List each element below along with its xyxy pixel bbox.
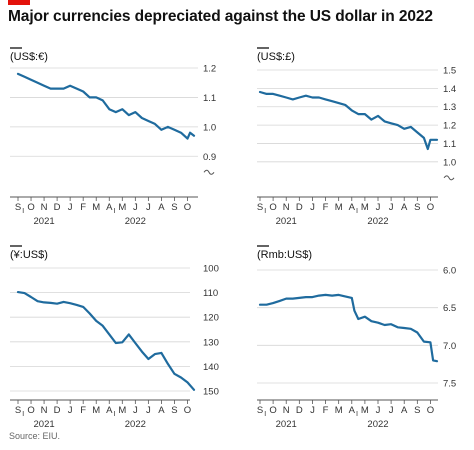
axis-break-icon [443, 175, 455, 181]
series-line [258, 293, 439, 363]
year-label: 2021 [34, 216, 55, 227]
series-line [258, 90, 439, 151]
x-tick-label: J [68, 202, 73, 213]
x-tick-label: M [92, 202, 100, 213]
y-tick-label: 110 [203, 288, 218, 299]
x-tick-label: M [335, 202, 343, 213]
x-tick-label: M [118, 202, 126, 213]
year-label: 2021 [34, 419, 55, 430]
page-title: Major currencies depreciated against the… [8, 8, 433, 25]
x-tick-label: J [146, 202, 151, 213]
year-label: 2022 [125, 419, 146, 430]
y-tick-label: 1.2 [443, 121, 456, 132]
y-tick-label: 1.1 [203, 93, 216, 104]
x-tick-label: J [376, 405, 381, 416]
y-tick-label: 1.1 [443, 139, 456, 150]
x-tick-label: S [15, 202, 21, 213]
panel-title: (US$:€) [10, 51, 48, 63]
x-tick-label: A [158, 202, 165, 213]
x-tick-label: D [296, 202, 303, 213]
x-tick-label: M [118, 405, 126, 416]
x-tick-label: O [27, 405, 34, 416]
x-tick-label: A [401, 405, 408, 416]
x-tick-label: N [283, 202, 290, 213]
x-tick-label: J [389, 405, 394, 416]
y-tick-label: 120 [203, 313, 219, 324]
x-tick-label: F [323, 405, 329, 416]
x-tick-label: O [427, 202, 434, 213]
y-tick-label: 1.4 [443, 84, 456, 95]
y-tick-label: 6.5 [443, 303, 456, 314]
x-tick-label: N [41, 405, 48, 416]
x-tick-label: A [349, 202, 356, 213]
x-tick-label: O [269, 202, 276, 213]
x-tick-label: O [27, 202, 34, 213]
y-tick-label: 0.9 [203, 152, 216, 163]
y-tick-label: 1.2 [203, 64, 216, 75]
x-tick-label: S [171, 202, 177, 213]
x-tick-label: N [283, 405, 290, 416]
y-tick-label: 1.0 [443, 157, 456, 168]
y-tick-label: 100 [203, 264, 219, 275]
axis-break-icon [203, 169, 215, 175]
x-tick-label: S [257, 405, 263, 416]
x-tick-label: J [310, 405, 315, 416]
year-label: 2022 [367, 419, 388, 430]
series-line [16, 291, 196, 391]
y-tick-label: 7.5 [443, 379, 456, 390]
year-label: 2022 [125, 216, 146, 227]
year-label: 2021 [276, 419, 297, 430]
x-tick-label: J [68, 405, 73, 416]
x-tick-label: J [376, 202, 381, 213]
x-tick-label: O [184, 405, 191, 416]
x-tick-label: A [106, 202, 113, 213]
x-tick-label: J [146, 405, 151, 416]
x-tick-label: J [389, 202, 394, 213]
source-note: Source: EIU. [9, 431, 61, 441]
x-tick-label: S [414, 405, 420, 416]
panel-title: (US$:£) [257, 51, 295, 63]
x-tick-label: A [106, 405, 113, 416]
x-tick-label: D [54, 202, 61, 213]
x-tick-label: O [269, 405, 276, 416]
x-tick-label: F [323, 202, 329, 213]
x-tick-label: A [158, 405, 165, 416]
y-tick-label: 6.0 [443, 266, 456, 277]
x-tick-label: S [171, 405, 177, 416]
x-tick-label: A [401, 202, 408, 213]
year-label: 2022 [367, 216, 388, 227]
y-tick-label: 140 [203, 362, 219, 373]
x-tick-label: F [80, 405, 86, 416]
y-tick-label: 7.0 [443, 341, 456, 352]
x-tick-label: M [361, 405, 369, 416]
x-tick-label: S [414, 202, 420, 213]
x-tick-label: J [133, 405, 138, 416]
panel-title: (¥:US$) [10, 249, 48, 261]
x-tick-label: A [349, 405, 356, 416]
panel-title: (Rmb:US$) [257, 249, 312, 261]
x-tick-label: N [41, 202, 48, 213]
y-tick-label: 1.0 [203, 122, 216, 133]
x-tick-label: M [361, 202, 369, 213]
y-tick-label: 130 [203, 337, 219, 348]
x-tick-label: J [310, 202, 315, 213]
x-tick-label: F [80, 202, 86, 213]
x-tick-label: M [92, 405, 100, 416]
brand-red-mark [8, 0, 30, 5]
x-tick-label: S [15, 405, 21, 416]
x-tick-label: O [184, 202, 191, 213]
year-label: 2021 [276, 216, 297, 227]
x-tick-label: D [296, 405, 303, 416]
y-tick-label: 1.5 [443, 66, 456, 77]
y-tick-label: 150 [203, 387, 219, 398]
x-tick-label: M [335, 405, 343, 416]
x-tick-label: D [54, 405, 61, 416]
x-tick-label: S [257, 202, 263, 213]
x-tick-label: J [133, 202, 138, 213]
y-tick-label: 1.3 [443, 102, 456, 113]
x-tick-label: O [427, 405, 434, 416]
series-line [16, 72, 196, 140]
